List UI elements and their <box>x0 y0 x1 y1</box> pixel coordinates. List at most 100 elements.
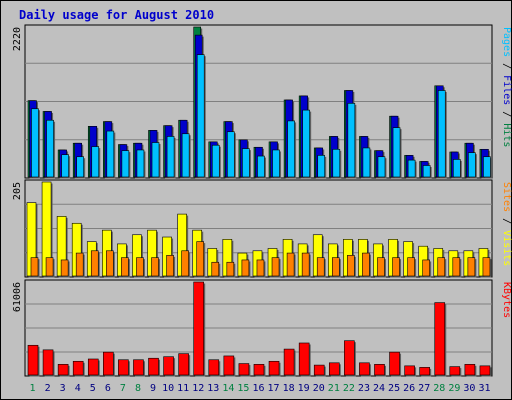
bar-kbytes-day-24 <box>374 364 385 376</box>
bar-pages-day-23 <box>362 147 371 178</box>
x-tick-label: 2 <box>45 383 51 394</box>
x-tick-label: 15 <box>237 383 249 394</box>
bar-kbytes-day-5 <box>87 358 99 376</box>
bar-sites-day-21 <box>331 257 340 277</box>
legend-part: / <box>501 57 512 75</box>
bar-sites-day-4 <box>75 252 84 277</box>
bar-sites-day-27 <box>422 259 430 277</box>
bar-sites-day-28 <box>437 257 446 277</box>
bar-kbytes-day-15 <box>238 363 250 376</box>
bar-pages-day-6 <box>106 130 115 178</box>
bar-pages-day-29 <box>453 159 461 178</box>
bar-kbytes-day-22 <box>344 340 355 376</box>
x-tick-label: 4 <box>75 383 81 394</box>
bar-sites-day-2 <box>45 257 54 277</box>
bar-sites-day-12 <box>196 241 205 277</box>
x-tick-label: 3 <box>60 383 66 394</box>
bar-sites-day-15 <box>241 259 250 277</box>
bar-kbytes-day-13 <box>208 359 220 376</box>
bar-pages-day-9 <box>151 142 160 178</box>
legend-part: Pages <box>501 27 512 57</box>
chart-title: Daily usage for August 2010 <box>19 8 214 22</box>
bar-sites-day-29 <box>452 257 461 277</box>
y-max-label: 2220 <box>12 27 23 51</box>
x-tick-label: 26 <box>403 383 415 394</box>
bar-kbytes-day-29 <box>449 366 461 376</box>
bar-sites-day-13 <box>211 261 220 277</box>
bar-pages-day-27 <box>422 165 431 178</box>
bar-pages-day-3 <box>61 154 69 178</box>
bar-pages-day-31 <box>483 156 491 178</box>
bar-kbytes-day-31 <box>479 365 491 376</box>
bar-sites-day-9 <box>151 257 159 277</box>
bar-sites-day-7 <box>121 257 129 277</box>
bar-kbytes-day-3 <box>57 364 69 376</box>
panel-middle: 205 Sites / Visits <box>12 179 512 278</box>
bar-kbytes-day-4 <box>72 360 84 376</box>
bar-pages-day-8 <box>136 149 145 178</box>
x-tick-label: 22 <box>343 383 355 394</box>
x-tick-label: 13 <box>207 383 219 394</box>
bar-sites-day-25 <box>392 257 400 277</box>
bar-kbytes-day-9 <box>148 357 159 376</box>
x-tick-label: 7 <box>120 383 126 394</box>
bar-pages-day-19 <box>302 109 310 178</box>
x-tick-label: 20 <box>313 383 325 394</box>
x-tick-label: 25 <box>388 383 400 394</box>
bar-pages-day-4 <box>76 156 84 178</box>
bar-sites-day-16 <box>256 259 265 277</box>
x-tick-label: 23 <box>358 383 370 394</box>
x-tick-label: 30 <box>463 383 475 394</box>
bar-pages-day-26 <box>407 159 416 178</box>
bar-pages-day-1 <box>31 108 39 178</box>
x-tick-label: 18 <box>283 383 295 394</box>
bar-pages-day-25 <box>392 127 401 178</box>
legend-part: KBytes <box>501 282 512 318</box>
bar-pages-day-11 <box>181 133 190 178</box>
x-tick-label: 16 <box>252 383 264 394</box>
bar-pages-day-12 <box>196 54 205 178</box>
bar-kbytes-day-7 <box>118 359 129 376</box>
series-legend-label: Sites / Visits <box>501 182 512 266</box>
bar-pages-day-22 <box>347 103 356 178</box>
bar-sites-day-24 <box>377 257 385 277</box>
legend-part: / <box>501 105 512 123</box>
bar-pages-day-18 <box>287 120 295 178</box>
x-tick-label: 8 <box>135 383 141 394</box>
bar-sites-day-26 <box>407 257 415 277</box>
bar-pages-day-13 <box>211 144 220 178</box>
bar-sites-day-8 <box>136 257 144 277</box>
bar-kbytes-day-2 <box>42 349 54 376</box>
x-tick-label: 19 <box>298 383 310 394</box>
x-tick-label: 9 <box>150 383 156 394</box>
x-tick-label: 31 <box>478 383 490 394</box>
x-tick-label: 14 <box>222 383 234 394</box>
legend-part: Visits <box>501 230 512 266</box>
bar-kbytes-day-26 <box>404 365 415 376</box>
x-tick-label: 11 <box>177 383 189 394</box>
bar-kbytes-day-14 <box>223 355 235 376</box>
bar-kbytes-day-8 <box>133 359 144 376</box>
bar-sites-day-5 <box>90 250 99 277</box>
bar-kbytes-day-27 <box>419 367 430 376</box>
x-tick-label: 27 <box>418 383 430 394</box>
legend-part: / <box>501 212 512 230</box>
series-legend-label: Pages / Files / Hits <box>501 27 512 147</box>
x-tick-label: 1 <box>30 383 36 394</box>
bar-sites-day-10 <box>166 255 174 277</box>
bar-pages-day-24 <box>377 156 386 178</box>
bar-sites-day-18 <box>286 252 295 277</box>
bar-pages-day-30 <box>468 152 476 178</box>
bar-sites-day-30 <box>467 257 476 277</box>
bar-sites-day-17 <box>271 257 280 277</box>
bar-pages-day-15 <box>242 148 250 178</box>
x-axis-labels: 1 2 3 4 5 6 7 8 9 10 11 12 13 14 15 16 17 18 19 20 21 22 23 24 2… <box>30 383 491 394</box>
bar-sites-day-3 <box>60 259 69 277</box>
bar-kbytes-day-1 <box>27 344 39 376</box>
bar-pages-day-21 <box>332 148 341 178</box>
bar-pages-day-14 <box>227 131 235 178</box>
panel-bottom: 61006 KBytes <box>12 279 512 377</box>
chart-panels: 2220 Pages / Files / Hits 205 Sites / Visit… <box>12 24 512 377</box>
bar-pages-day-5 <box>91 146 100 178</box>
